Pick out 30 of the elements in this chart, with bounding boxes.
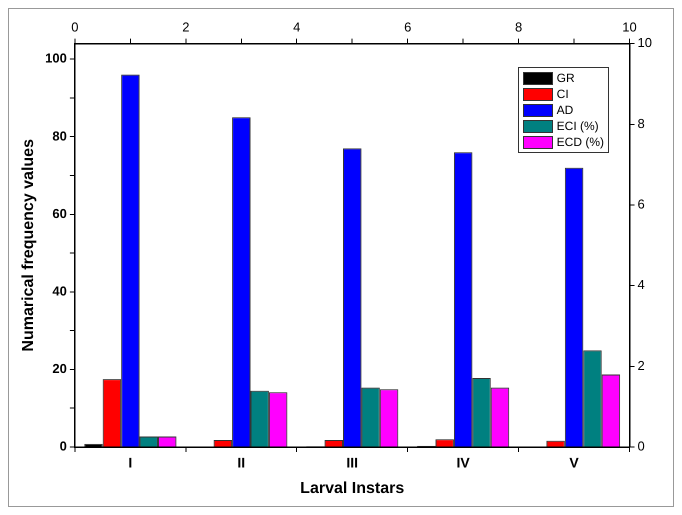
x2-tick-label: 4 [293, 19, 300, 34]
x2-tick-label: 2 [182, 19, 190, 34]
y-tick-label: 0 [60, 438, 67, 454]
legend-label: ECI (%) [556, 119, 599, 133]
x2-tick-label: 8 [514, 19, 522, 34]
x-axis-title: Larval Instars [300, 480, 404, 497]
y2-tick-label: 0 [638, 438, 645, 454]
x2-tick-label: 6 [404, 19, 412, 34]
y-tick-label: 60 [52, 206, 67, 221]
y2-tick-label: 6 [638, 196, 645, 212]
y-tick-label: 20 [52, 361, 67, 376]
x-tick-label: I [128, 454, 132, 470]
legend-label: ECD (%) [556, 135, 604, 149]
y2-tick-label: 2 [638, 358, 645, 373]
y-tick-label: 80 [52, 128, 67, 144]
x2-tick-label: 0 [71, 19, 79, 34]
y2-tick-label: 10 [638, 35, 652, 50]
legend-label: CI [556, 87, 569, 101]
legend-label: AD [556, 103, 574, 117]
legend-label: GR [556, 71, 575, 85]
y2-tick-label: 8 [638, 116, 645, 131]
x-tick-label: V [569, 454, 580, 470]
x-tick-label: II [237, 454, 246, 470]
y-axis-title: Numarical frequency values [20, 138, 38, 352]
y2-tick-label: 4 [638, 277, 645, 292]
y-tick-label: 100 [45, 50, 67, 66]
x-tick-label: IV [456, 454, 470, 470]
y-tick-label: 40 [52, 283, 67, 298]
x2-tick-label: 10 [622, 19, 637, 34]
x-tick-label: III [346, 454, 358, 470]
